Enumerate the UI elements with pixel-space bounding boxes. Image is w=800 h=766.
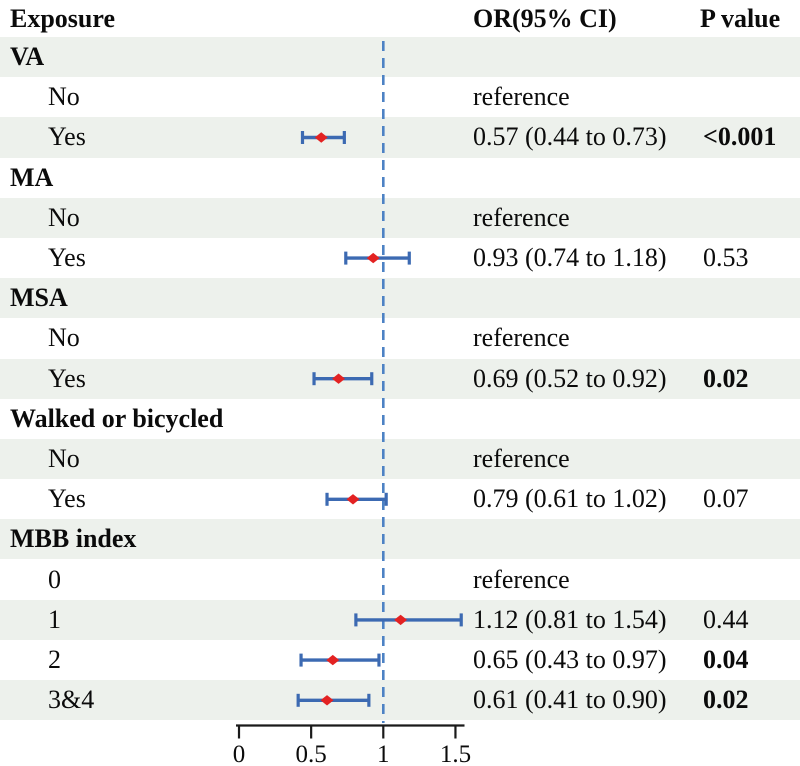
row-label: Yes — [48, 243, 86, 273]
table-row: No reference — [0, 318, 800, 358]
or-ci-value: reference — [473, 443, 570, 473]
p-value: 0.44 — [703, 604, 749, 634]
table-row: Yes 0.57 (0.44 to 0.73) <0.001 — [0, 117, 800, 158]
table-row: MSA — [0, 278, 800, 319]
x-axis-tick-label: 1.5 — [440, 741, 471, 766]
row-label: 1 — [48, 604, 61, 634]
table-row: Yes 0.93 (0.74 to 1.18) 0.53 — [0, 238, 800, 278]
p-value: 0.02 — [703, 685, 749, 715]
p-value: <0.001 — [703, 122, 777, 152]
or-ci-value: 0.65 (0.43 to 0.97) — [473, 644, 667, 674]
table-row: MBB index — [0, 519, 800, 560]
table-row: 0 reference — [0, 559, 800, 599]
p-value: 0.04 — [703, 644, 749, 674]
x-axis-tick-label: 0.5 — [296, 741, 327, 766]
or-ci-value: 0.79 (0.61 to 1.02) — [473, 484, 667, 514]
column-header-row: Exposure OR(95% CI) P value — [0, 0, 800, 37]
table-row: MA — [0, 158, 800, 198]
col-header-or-ci: OR(95% CI) — [473, 3, 617, 33]
or-ci-value: 0.93 (0.74 to 1.18) — [473, 243, 667, 273]
table-row: VA — [0, 37, 800, 78]
x-axis-tick-label: 0 — [233, 741, 246, 766]
or-ci-value: 1.12 (0.81 to 1.54) — [473, 604, 667, 634]
table-body: VA No reference Yes 0.57 (0.44 to 0.73) <0.00… — [0, 37, 800, 721]
or-ci-value: reference — [473, 202, 570, 232]
col-header-exposure: Exposure — [10, 3, 115, 33]
table-row: 1 1.12 (0.81 to 1.54) 0.44 — [0, 599, 800, 640]
row-label: 0 — [48, 564, 61, 594]
row-label: No — [48, 323, 80, 353]
row-label: Yes — [48, 484, 86, 514]
x-axis-tick-label: 1 — [377, 741, 390, 766]
row-label: 3&4 — [48, 685, 95, 715]
row-label: MA — [10, 162, 54, 192]
p-value: 0.53 — [703, 243, 749, 273]
row-label: 2 — [48, 644, 61, 674]
table-row: Yes 0.79 (0.61 to 1.02) 0.07 — [0, 479, 800, 519]
row-label: MBB index — [10, 524, 137, 554]
table-row: No reference — [0, 197, 800, 238]
table-row: Yes 0.69 (0.52 to 0.92) 0.02 — [0, 358, 800, 399]
or-ci-value: reference — [473, 82, 570, 112]
row-label: MSA — [10, 283, 68, 313]
or-ci-value: reference — [473, 323, 570, 353]
or-ci-value: reference — [473, 564, 570, 594]
table-row: No reference — [0, 77, 800, 117]
col-header-p-value: P value — [700, 3, 781, 33]
or-ci-value: 0.61 (0.41 to 0.90) — [473, 685, 667, 715]
row-label: No — [48, 202, 80, 232]
table-row: 3&4 0.61 (0.41 to 0.90) 0.02 — [0, 680, 800, 721]
row-label: Walked or bicycled — [10, 403, 224, 433]
row-label: No — [48, 443, 80, 473]
table-row: Walked or bicycled — [0, 399, 800, 439]
table-row: 2 0.65 (0.43 to 0.97) 0.04 — [0, 640, 800, 680]
row-label: Yes — [48, 363, 86, 393]
or-ci-value: 0.69 (0.52 to 0.92) — [473, 363, 667, 393]
row-label: Yes — [48, 122, 86, 152]
table-row: No reference — [0, 438, 800, 480]
row-label: VA — [10, 42, 45, 72]
p-value: 0.07 — [703, 484, 749, 514]
p-value: 0.02 — [703, 363, 749, 393]
or-ci-value: 0.57 (0.44 to 0.73) — [473, 122, 667, 152]
row-label: No — [48, 82, 80, 112]
